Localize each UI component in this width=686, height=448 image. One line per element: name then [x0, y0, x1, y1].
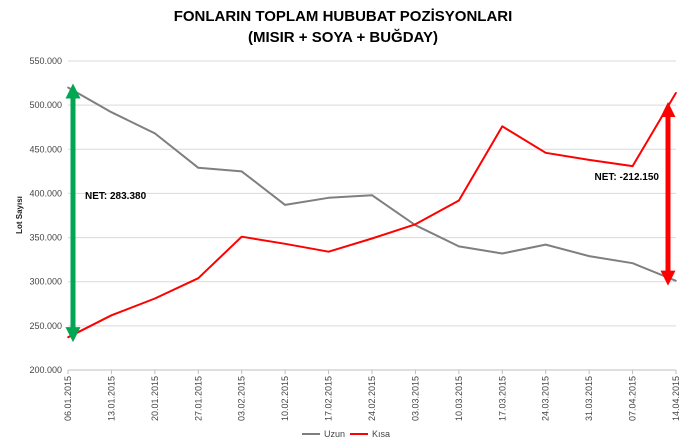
- data-point: [414, 223, 417, 226]
- x-tick-label: 13.01.2015: [106, 376, 116, 421]
- y-tick-label: 300.000: [29, 277, 62, 287]
- data-point: [458, 245, 460, 248]
- data-point: [154, 297, 156, 300]
- net-label: NET: -212.150: [595, 172, 660, 183]
- data-point: [110, 111, 113, 114]
- data-point: [458, 199, 460, 202]
- y-tick-label: 350.000: [29, 233, 62, 243]
- y-tick-label: 450.000: [29, 144, 62, 154]
- legend-label: Kısa: [372, 429, 390, 439]
- data-point: [240, 170, 243, 173]
- x-tick-label: 20.01.2015: [150, 376, 160, 421]
- data-point: [240, 235, 243, 238]
- data-point: [675, 280, 677, 282]
- data-point: [197, 167, 200, 169]
- data-point: [67, 336, 69, 339]
- series-lines: [67, 86, 677, 339]
- x-axis-ticks: 06.01.2015 13.01.2015 20.01.2015 27.01.2015…: [63, 370, 681, 421]
- data-point: [631, 262, 634, 264]
- x-tick-label: 27.01.2015: [193, 376, 203, 421]
- gridlines: [68, 60, 676, 371]
- x-tick-label: 17.02.2015: [324, 376, 334, 421]
- x-tick-label: 10.02.2015: [280, 376, 290, 421]
- y-axis-ticks: 550.000 500.000 450.000 400.000 350.000 300.0…: [29, 56, 62, 375]
- data-point: [327, 250, 330, 253]
- y-tick-label: 250.000: [29, 321, 62, 331]
- data-point: [675, 91, 677, 94]
- y-axis-label: Lot Sayısı: [15, 196, 24, 234]
- data-point: [371, 237, 373, 240]
- data-point: [544, 152, 547, 154]
- x-tick-label: 06.01.2015: [63, 376, 73, 421]
- data-point: [110, 314, 113, 317]
- data-point: [67, 86, 69, 89]
- x-tick-label: 03.03.2015: [410, 376, 420, 421]
- x-tick-label: 03.02.2015: [237, 376, 247, 421]
- y-tick-label: 500.000: [29, 100, 62, 110]
- x-tick-label: 24.03.2015: [541, 376, 551, 421]
- data-point: [501, 252, 504, 255]
- y-tick-label: 550.000: [29, 56, 62, 66]
- data-point: [284, 204, 286, 206]
- net-annotations: NET: 283.380 NET: -212.150: [65, 83, 676, 343]
- data-point: [154, 132, 156, 135]
- data-point: [588, 255, 590, 257]
- y-tick-label: 200.000: [29, 365, 62, 375]
- x-tick-label: 17.03.2015: [497, 376, 507, 421]
- series-line-uzun: [67, 86, 677, 282]
- data-point: [197, 277, 200, 279]
- data-point: [631, 165, 634, 167]
- x-tick-label: 14.04.2015: [671, 376, 681, 421]
- series-line-kısa: [67, 92, 677, 339]
- chart-title-line1: FONLARIN TOPLAM HUBUBAT POZİSYONLARI: [173, 8, 513, 25]
- chart-title-line2: (MISIR + SOYA + BUĞDAY): [247, 29, 439, 46]
- data-point: [588, 159, 590, 161]
- y-tick-label: 400.000: [29, 188, 62, 198]
- x-tick-label: 24.02.2015: [367, 376, 377, 421]
- data-point: [327, 197, 330, 199]
- data-point: [501, 125, 504, 128]
- legend-label: Uzun: [324, 429, 345, 439]
- data-point: [284, 242, 286, 245]
- data-point: [544, 243, 547, 246]
- x-tick-label: 10.03.2015: [454, 376, 464, 421]
- legend: Uzun Kısa: [302, 429, 390, 439]
- data-point: [371, 194, 373, 196]
- x-tick-label: 07.04.2015: [628, 376, 638, 421]
- x-tick-label: 31.03.2015: [584, 376, 594, 421]
- net-label: NET: 283.380: [85, 191, 147, 202]
